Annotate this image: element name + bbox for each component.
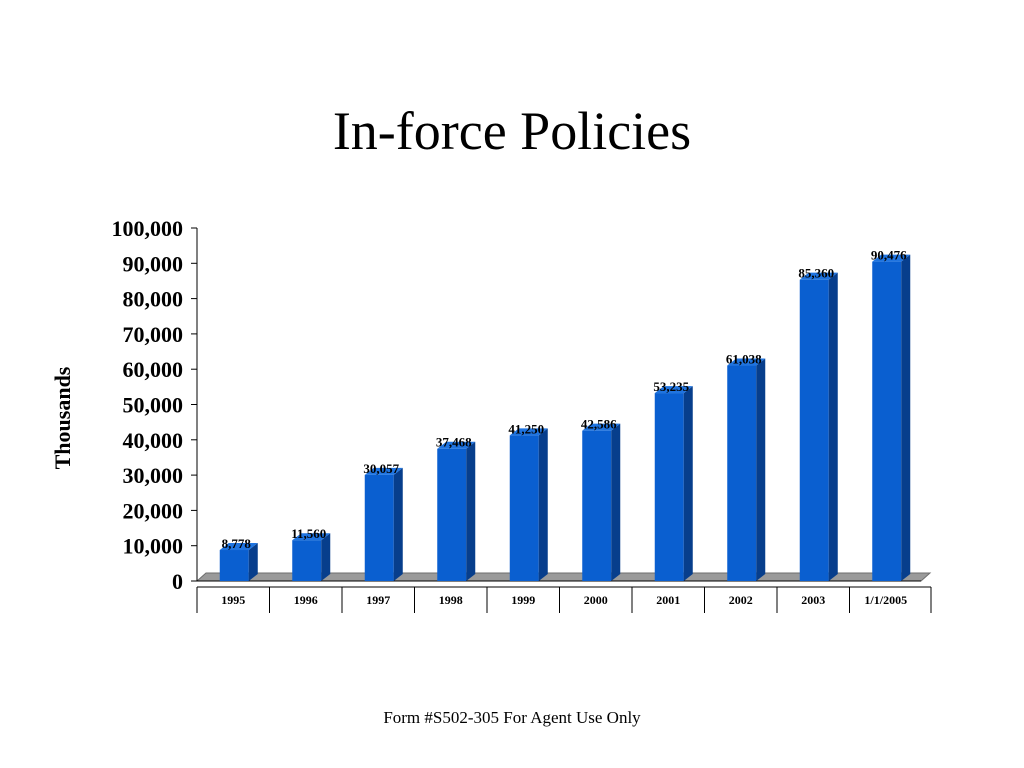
- bar-side: [321, 533, 331, 581]
- y-tick-label: 0: [172, 569, 183, 594]
- bar-value-label: 42,586: [581, 417, 617, 432]
- bar-top: [437, 441, 476, 449]
- y-tick-label: 40,000: [123, 428, 184, 453]
- x-tick-label: 1999: [511, 593, 535, 607]
- bar-value-label: 61,038: [726, 352, 762, 367]
- bar: [292, 540, 322, 581]
- x-tick-label: 1996: [294, 593, 318, 607]
- bar-value-label: 41,250: [508, 421, 544, 436]
- x-tick-label: 1998: [439, 593, 463, 607]
- footer-note: Form #S502-305 For Agent Use Only: [383, 708, 641, 727]
- y-tick-label: 10,000: [123, 534, 184, 559]
- y-tick-label: 60,000: [123, 357, 184, 382]
- x-tick-label: 2002: [729, 593, 753, 607]
- x-tick-label: 1/1/2005: [864, 593, 907, 607]
- y-axis-title: Thousands: [50, 366, 75, 469]
- bar-top: [654, 386, 693, 394]
- bar-top: [364, 467, 403, 475]
- bar-top: [799, 272, 838, 280]
- bar-side: [393, 467, 403, 581]
- bar-side: [901, 254, 911, 581]
- x-tick-label: 2003: [801, 593, 825, 607]
- bar-value-label: 8,778: [222, 536, 252, 551]
- bar-value-label: 53,235: [653, 379, 689, 394]
- bar: [799, 279, 829, 581]
- bar-side: [611, 423, 621, 581]
- x-tick-label: 2001: [656, 593, 680, 607]
- bar-value-label: 37,468: [436, 435, 472, 450]
- y-tick-label: 20,000: [123, 498, 184, 523]
- x-tick-label: 1997: [366, 593, 390, 607]
- bar-value-label: 11,560: [291, 526, 326, 541]
- bar-side: [756, 358, 766, 581]
- y-tick-label: 90,000: [123, 251, 184, 276]
- bar-value-label: 30,057: [363, 461, 399, 476]
- bar: [727, 365, 757, 581]
- bar: [872, 261, 902, 581]
- x-tick-label: 2000: [584, 593, 608, 607]
- y-tick-label: 70,000: [123, 322, 184, 347]
- slide-title: In-force Policies: [332, 101, 692, 161]
- bar-top: [582, 423, 621, 431]
- bar: [364, 474, 394, 581]
- x-tick-label: 1995: [221, 593, 245, 607]
- bar-value-label: 90,476: [871, 248, 907, 263]
- bar-side: [248, 543, 258, 581]
- bar-side: [683, 386, 693, 581]
- bar: [654, 393, 684, 581]
- y-tick-label: 80,000: [123, 287, 184, 312]
- bar-side: [466, 441, 476, 581]
- bar: [509, 435, 539, 581]
- y-tick-label: 30,000: [123, 463, 184, 488]
- bar-side: [828, 272, 838, 581]
- bar-side: [538, 428, 548, 581]
- bar-top: [219, 543, 258, 551]
- bar: [582, 430, 612, 581]
- bar-value-label: 85,360: [798, 266, 834, 281]
- bar: [219, 550, 249, 581]
- bar-top: [292, 533, 331, 541]
- bar: [437, 448, 467, 581]
- bar-top: [509, 428, 548, 436]
- bar-top: [727, 358, 766, 366]
- bar-top: [872, 254, 911, 262]
- y-tick-label: 100,000: [112, 216, 184, 241]
- y-tick-label: 50,000: [123, 393, 184, 418]
